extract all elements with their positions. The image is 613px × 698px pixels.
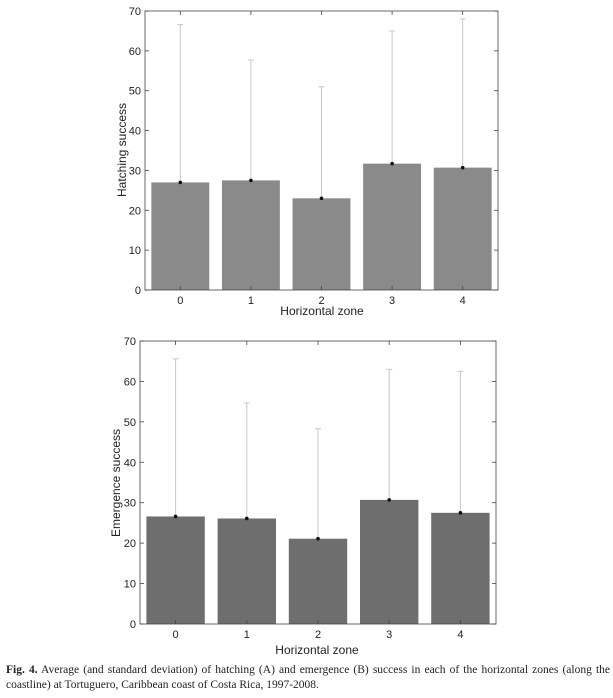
emergence-y-tick-label: 50 <box>124 417 136 429</box>
hatching-y-tick-label: 20 <box>129 205 141 217</box>
emergence-success-chart: Emergence success Horizontal zone 010203… <box>109 336 497 657</box>
emergence-x-tick-label: 4 <box>457 629 463 641</box>
emergence-y-tick-label: 0 <box>130 619 136 631</box>
emergence-bar <box>360 499 419 624</box>
emergence-y-tick-label: 30 <box>124 498 136 510</box>
emergence-x-tick-label: 1 <box>244 629 250 641</box>
hatching-y-tick-label: 70 <box>129 6 141 18</box>
hatching-bar <box>151 182 210 290</box>
hatching-mean-point <box>319 196 324 201</box>
emergence-mean-point <box>245 516 249 521</box>
hatching-y-tick-label: 30 <box>129 165 141 177</box>
hatching-mean-point <box>460 165 465 170</box>
emergence-bar <box>288 538 348 624</box>
hatching-bar <box>292 198 351 290</box>
emergence-mean-point <box>316 536 320 541</box>
hatching-x-tick-label: 3 <box>389 295 395 307</box>
hatching-success-chart: Hatching success Horizontal zone 0102030… <box>115 6 499 318</box>
figure-caption: Fig. 4. Average (and standard deviation)… <box>6 663 610 693</box>
emergence-mean-point <box>387 498 392 502</box>
hatching-x-tick-label: 4 <box>460 295 466 307</box>
emergence-x-axis-label: Horizontal zone <box>275 643 359 657</box>
hatching-y-tick-label: 0 <box>135 285 141 297</box>
caption-text: Average (and standard deviation) of hatc… <box>6 664 610 691</box>
hatching-x-tick-label: 0 <box>177 295 183 307</box>
emergence-x-tick-label: 2 <box>315 629 321 641</box>
caption-label: Fig. 4. <box>6 664 38 676</box>
emergence-bar <box>146 516 205 624</box>
hatching-y-tick-label: 60 <box>129 46 141 58</box>
emergence-mean-point <box>173 514 178 519</box>
emergence-y-tick-label: 60 <box>124 376 136 388</box>
hatching-bar <box>363 163 422 290</box>
emergence-x-tick-label: 3 <box>386 629 392 641</box>
emergence-y-tick-label: 40 <box>124 457 136 469</box>
emergence-bar <box>217 518 276 624</box>
emergence-y-tick-label: 70 <box>124 336 136 348</box>
emergence-y-tick-label: 20 <box>124 538 136 550</box>
emergence-y-axis-label: Emergence success <box>109 429 123 537</box>
hatching-y-axis-label: Hatching success <box>115 103 129 197</box>
hatching-y-tick-label: 10 <box>129 245 141 257</box>
hatching-x-tick-label: 2 <box>318 295 324 307</box>
hatching-x-tick-label: 1 <box>248 295 254 307</box>
hatching-y-tick-label: 40 <box>129 126 141 138</box>
emergence-mean-point <box>458 511 463 515</box>
emergence-x-tick-label: 0 <box>173 629 179 641</box>
emergence-bar <box>431 512 490 624</box>
emergence-y-tick-label: 10 <box>124 579 136 591</box>
hatching-x-axis-label: Horizontal zone <box>280 304 364 318</box>
hatching-mean-point <box>249 178 253 183</box>
hatching-y-tick-label: 50 <box>129 86 141 98</box>
hatching-mean-point <box>390 161 394 166</box>
hatching-mean-point <box>178 180 183 185</box>
hatching-bar <box>221 180 280 290</box>
hatching-bar <box>433 167 492 290</box>
